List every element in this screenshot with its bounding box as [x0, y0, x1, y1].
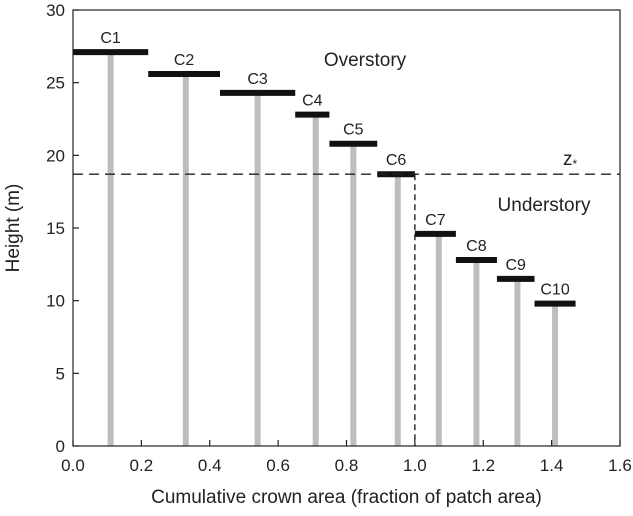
- y-axis-ticks: 0 5 10 15 20 25 30: [46, 1, 79, 456]
- overstory-label: Overstory: [324, 50, 407, 71]
- cohort-c7: C7: [414, 212, 456, 446]
- cohort-c4: C4: [295, 93, 330, 446]
- cohort-label: C6: [386, 152, 407, 169]
- cohort-c3: C3: [220, 71, 296, 446]
- y-tick-label: 5: [56, 364, 65, 383]
- y-tick-label: 15: [46, 219, 65, 238]
- y-tick-label: 0: [56, 437, 65, 456]
- cohort-label: C4: [302, 93, 323, 110]
- y-tick-label: 20: [46, 146, 65, 165]
- cohort-c6: C6: [377, 152, 415, 446]
- x-tick-label: 1.4: [540, 456, 564, 475]
- cohort-label: C8: [466, 238, 487, 255]
- threshold-label: z*: [563, 149, 578, 171]
- threshold-line-group: z*: [73, 149, 620, 446]
- plot-content: C1 C2 C3 C4 C5 C6 C7 C8 C9 C10: [73, 30, 576, 446]
- cohort-label: C9: [506, 257, 527, 274]
- x-tick-label: 0.8: [335, 456, 359, 475]
- y-tick-label: 30: [46, 1, 65, 20]
- understory-label: Understory: [498, 195, 591, 216]
- x-tick-label: 1.6: [608, 456, 632, 475]
- cohort-c8: C8: [455, 238, 497, 446]
- cohort-c1: C1: [73, 30, 149, 446]
- y-tick-label: 10: [46, 292, 65, 311]
- cohort-label: C2: [174, 52, 195, 69]
- y-tick-label: 25: [46, 74, 65, 93]
- y-axis-title: Height (m): [3, 184, 24, 273]
- cohort-label: C7: [425, 212, 446, 229]
- x-tick-label: 1.2: [471, 456, 495, 475]
- x-tick-label: 0.0: [61, 456, 85, 475]
- cohort-c5: C5: [329, 122, 378, 446]
- cohort-label: C1: [100, 30, 121, 47]
- x-tick-label: 1.0: [403, 456, 427, 475]
- x-tick-label: 0.2: [130, 456, 154, 475]
- cohort-c2: C2: [148, 52, 221, 446]
- cohort-label: C10: [540, 282, 569, 299]
- x-tick-label: 0.4: [198, 456, 222, 475]
- cohort-label: C5: [343, 122, 364, 139]
- cohort-label: C3: [247, 71, 268, 88]
- x-tick-label: 0.6: [266, 456, 290, 475]
- x-axis-ticks: 0.0 0.2 0.4 0.6 0.8 1.0 1.2 1.4 1.6: [61, 440, 632, 475]
- cohort-c9: C9: [496, 257, 535, 446]
- x-axis-title: Cumulative crown area (fraction of patch…: [151, 487, 542, 508]
- cohort-c10: C10: [534, 282, 576, 446]
